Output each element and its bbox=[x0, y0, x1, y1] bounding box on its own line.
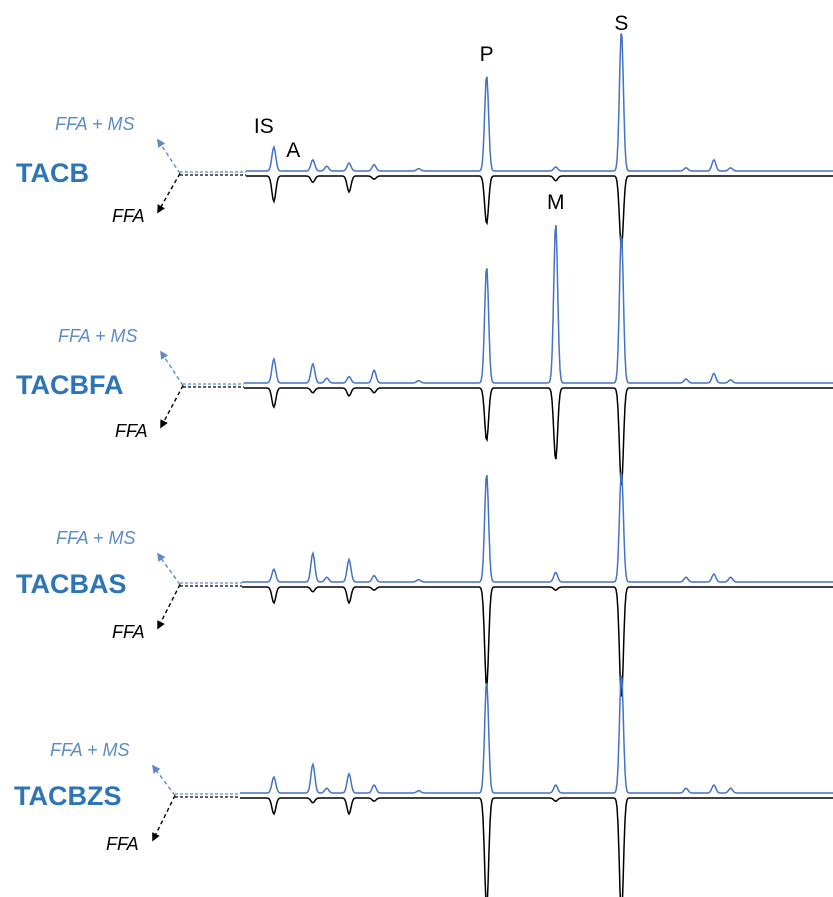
upper-arrow bbox=[160, 350, 184, 386]
panel-tacb: TACB FFA + MS FFA bbox=[16, 33, 833, 249]
upper-trace bbox=[240, 675, 833, 794]
upper-trace-label: FFA + MS bbox=[58, 326, 138, 346]
sample-name: TACBZS bbox=[14, 781, 122, 811]
peak-label-m: M bbox=[547, 191, 565, 214]
upper-trace-label: FFA + MS bbox=[55, 114, 135, 134]
upper-trace bbox=[244, 224, 833, 384]
lower-trace bbox=[246, 175, 833, 249]
lower-trace bbox=[240, 797, 833, 897]
lower-arrow bbox=[152, 795, 176, 842]
upper-trace bbox=[246, 33, 833, 172]
upper-arrow bbox=[157, 138, 181, 174]
panel-tacbfa: TACBFA FFA + MS FFA bbox=[16, 224, 833, 486]
lower-arrow bbox=[160, 385, 184, 429]
lower-trace bbox=[244, 387, 833, 486]
upper-trace-label: FFA + MS bbox=[50, 740, 130, 760]
sample-name: TACB bbox=[16, 158, 89, 188]
upper-trace bbox=[242, 472, 833, 583]
peak-label-s: S bbox=[614, 12, 628, 35]
panel-tacbas: TACBAS FFA + MS FFA bbox=[16, 472, 833, 697]
lower-trace-label: FFA bbox=[112, 206, 145, 226]
upper-arrow bbox=[157, 552, 181, 585]
peak-label-p: P bbox=[480, 43, 494, 66]
sample-name: TACBAS bbox=[16, 569, 127, 599]
upper-trace-label: FFA + MS bbox=[56, 528, 136, 548]
lower-arrow bbox=[157, 584, 181, 630]
lower-trace bbox=[242, 586, 833, 697]
lower-arrow bbox=[157, 173, 181, 214]
panel-tacbzs: TACBZS FFA + MS FFA bbox=[14, 675, 833, 897]
lower-trace-label: FFA bbox=[112, 622, 145, 642]
upper-arrow bbox=[151, 764, 176, 796]
sample-name: TACBFA bbox=[16, 370, 124, 400]
panels-layer: TACB FFA + MS FFA TACBFA FFA + MS FFA TACBAS FF… bbox=[14, 12, 833, 897]
peak-label-a: A bbox=[286, 139, 300, 162]
peak-label-is: IS bbox=[254, 115, 274, 138]
lower-trace-label: FFA bbox=[106, 834, 139, 854]
lower-trace-label: FFA bbox=[115, 421, 148, 441]
